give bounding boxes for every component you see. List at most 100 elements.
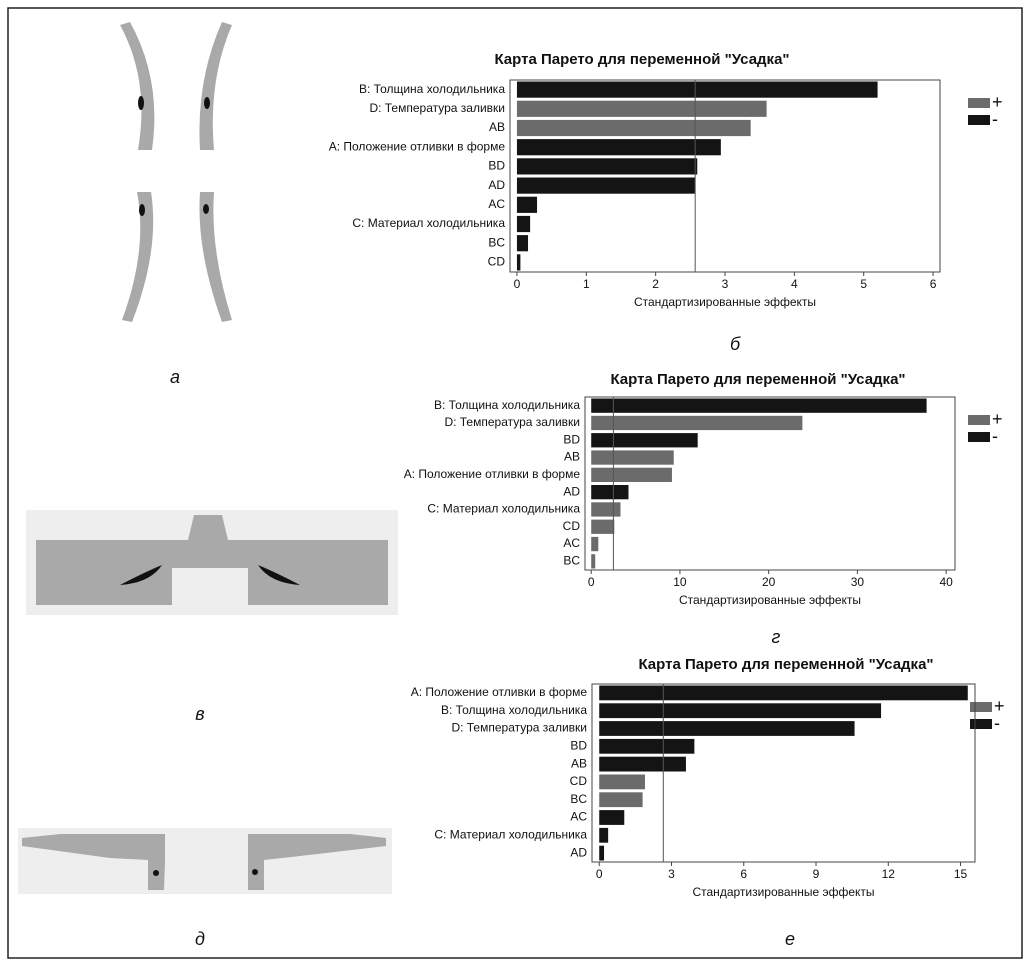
category-label: D: Температура заливки [444, 415, 580, 429]
bar [591, 502, 620, 516]
bar [599, 792, 642, 807]
legend-swatch [968, 415, 990, 425]
category-label: C: Материал холодильника [427, 502, 580, 516]
category-label: AB [489, 120, 505, 134]
bar [599, 757, 686, 772]
category-label: BD [563, 432, 580, 446]
chart-title: Карта Парето для переменной "Усадка" [610, 371, 905, 388]
defect-d [252, 869, 258, 875]
bar [517, 139, 721, 155]
category-label: A: Положение отливки в форме [411, 685, 588, 699]
category-label: CD [570, 774, 588, 788]
legend-swatch [968, 98, 990, 108]
bar [591, 485, 628, 499]
bar [599, 775, 645, 790]
legend-swatch [970, 719, 992, 729]
bar [517, 197, 537, 213]
x-axis-label: Стандартизированные эффекты [679, 593, 861, 607]
category-label: AD [563, 484, 580, 498]
bar [591, 399, 926, 413]
category-label: C: Материал холодильника [352, 216, 505, 230]
legend-swatch [968, 115, 990, 125]
bar [599, 739, 694, 754]
x-tick-label: 0 [514, 277, 521, 291]
x-tick-label: 15 [954, 867, 968, 881]
category-label: AB [564, 450, 580, 464]
bar [599, 828, 608, 843]
frame [8, 8, 1022, 958]
x-axis-label: Стандартизированные эффекты [634, 295, 816, 309]
x-tick-label: 6 [740, 867, 747, 881]
category-label: AC [570, 810, 587, 824]
category-label: B: Толщина холодильника [441, 703, 587, 717]
category-label: A: Положение отливки в форме [404, 467, 581, 481]
x-tick-label: 3 [722, 277, 729, 291]
bar [591, 433, 697, 447]
bar [591, 468, 672, 482]
panel-label: г [772, 627, 781, 647]
x-tick-label: 12 [882, 867, 896, 881]
category-label: AD [570, 845, 587, 859]
panel-label: е [785, 929, 795, 949]
casting-a [120, 22, 232, 322]
bar [591, 450, 674, 464]
category-label: B: Толщина холодильника [359, 82, 505, 96]
legend-label: - [992, 109, 998, 129]
category-label: D: Температура заливки [451, 721, 587, 735]
chart-title: Карта Парето для переменной "Усадка" [638, 656, 933, 673]
legend-swatch [968, 432, 990, 442]
panel-label: а [170, 367, 180, 387]
bar [517, 158, 697, 174]
figure: а б в г д е Карта Парето для переменной "Усадк… [0, 0, 1031, 960]
x-tick-label: 5 [860, 277, 867, 291]
bar [599, 810, 624, 825]
x-tick-label: 4 [791, 277, 798, 291]
category-label: C: Материал холодильника [434, 827, 587, 841]
x-tick-label: 3 [668, 867, 675, 881]
panel-label: д [195, 929, 205, 949]
bar [517, 216, 530, 232]
chart-title: Карта Парето для переменной "Усадка" [494, 51, 789, 68]
category-label: AB [571, 756, 587, 770]
bar [599, 846, 604, 861]
bar [591, 537, 598, 551]
bar [517, 82, 878, 98]
x-tick-label: 0 [596, 867, 603, 881]
category-label: BC [570, 792, 587, 806]
category-label: CD [488, 255, 506, 269]
bar [599, 686, 968, 701]
category-label: BC [563, 554, 580, 568]
bar [591, 554, 595, 568]
bar [599, 721, 854, 736]
category-label: A: Положение отливки в форме [329, 139, 506, 153]
bar [591, 416, 802, 430]
bar [517, 254, 520, 270]
x-tick-label: 20 [762, 575, 776, 589]
bar [517, 235, 528, 251]
bar [517, 101, 767, 117]
x-tick-label: 9 [813, 867, 820, 881]
x-tick-label: 1 [583, 277, 590, 291]
x-tick-label: 30 [851, 575, 865, 589]
bar [517, 120, 751, 136]
panel-label: б [730, 334, 741, 354]
x-tick-label: 6 [930, 277, 937, 291]
defect-d [153, 870, 159, 876]
x-axis-label: Стандартизированные эффекты [692, 885, 874, 899]
category-label: BC [488, 235, 505, 249]
category-label: AC [488, 197, 505, 211]
legend-swatch [970, 702, 992, 712]
category-label: D: Температура заливки [369, 101, 505, 115]
category-label: BD [488, 159, 505, 173]
category-label: B: Толщина холодильника [434, 398, 580, 412]
bar [599, 703, 881, 718]
category-label: CD [563, 519, 581, 533]
category-label: BD [570, 738, 587, 752]
legend-label: - [992, 426, 998, 446]
x-tick-label: 2 [652, 277, 659, 291]
x-tick-label: 10 [673, 575, 687, 589]
panel-label: в [195, 704, 204, 724]
x-tick-label: 0 [588, 575, 595, 589]
category-label: AD [488, 178, 505, 192]
page: а б в г д е Карта Парето для переменной "Усадк… [0, 0, 1031, 960]
